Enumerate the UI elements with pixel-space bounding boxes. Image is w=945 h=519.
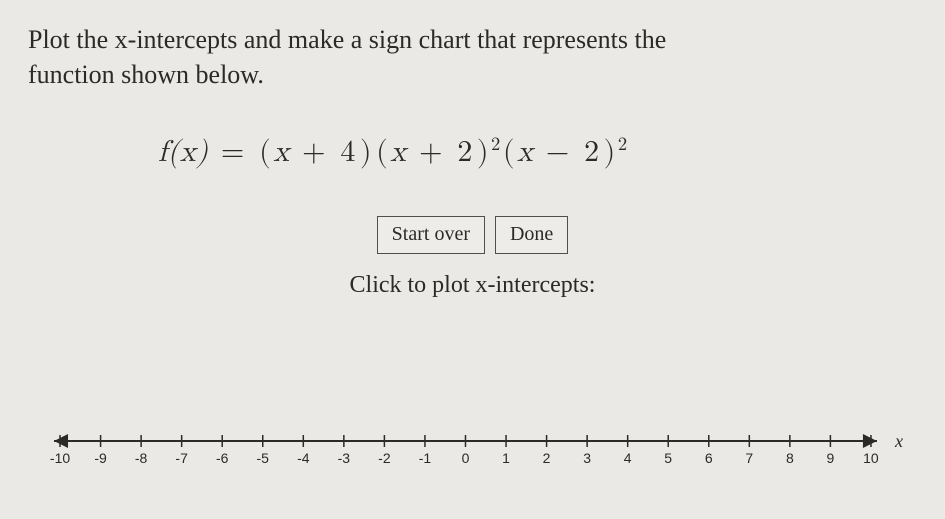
t2-op: + (407, 137, 456, 167)
controls-row: Start over Done (28, 216, 917, 254)
t1-op: + (290, 137, 339, 167)
t1-close: ) (358, 137, 374, 167)
t1-num: 4 (338, 137, 358, 167)
svg-text:9: 9 (827, 450, 835, 466)
done-button[interactable]: Done (495, 216, 568, 254)
prompt-line-1: Plot the x-intercepts and make a sign ch… (28, 25, 666, 54)
svg-text:2: 2 (543, 450, 551, 466)
t3-var: x (517, 137, 533, 167)
formula-eq: = (208, 137, 257, 167)
plot-instruction: Click to plot x-intercepts: (28, 272, 917, 299)
svg-text:4: 4 (624, 450, 632, 466)
t3-op: − (533, 137, 582, 167)
t3-open: ( (501, 137, 517, 167)
svg-text:5: 5 (664, 450, 672, 466)
t1-open: ( (257, 137, 273, 167)
t1-var: x (273, 137, 289, 167)
svg-text:-9: -9 (94, 450, 107, 466)
svg-text:0: 0 (462, 450, 470, 466)
svg-text:-7: -7 (175, 450, 188, 466)
problem-prompt: Plot the x-intercepts and make a sign ch… (28, 22, 917, 92)
t2-num: 2 (455, 137, 475, 167)
formula-lhs: f(x) (158, 137, 208, 167)
prompt-line-2: function shown below. (28, 60, 264, 89)
svg-text:-10: -10 (50, 450, 70, 466)
svg-text:-6: -6 (216, 450, 229, 466)
svg-text:-2: -2 (378, 450, 391, 466)
start-over-button[interactable]: Start over (377, 216, 485, 254)
svg-text:7: 7 (745, 450, 753, 466)
svg-text:6: 6 (705, 450, 713, 466)
svg-text:10: 10 (863, 450, 879, 466)
svg-text:8: 8 (786, 450, 794, 466)
svg-text:-4: -4 (297, 450, 310, 466)
svg-text:-5: -5 (257, 450, 270, 466)
svg-text:3: 3 (583, 450, 591, 466)
t3-exp: 2 (618, 135, 628, 154)
t2-exp: 2 (491, 135, 501, 154)
t2-close: ) (475, 137, 491, 167)
svg-text:1: 1 (502, 450, 510, 466)
t3-close: ) (602, 137, 618, 167)
number-line[interactable]: -10-9-8-7-6-5-4-3-2-1012345678910x (32, 421, 913, 481)
page-root: Plot the x-intercepts and make a sign ch… (0, 0, 945, 519)
function-formula: f(x) = (x + 4)(x + 2)2(x − 2)2 (28, 134, 917, 170)
svg-text:-1: -1 (419, 450, 432, 466)
svg-text:x: x (894, 431, 903, 451)
t2-var: x (390, 137, 406, 167)
t3-num: 2 (582, 137, 602, 167)
number-line-svg[interactable]: -10-9-8-7-6-5-4-3-2-1012345678910x (32, 421, 913, 481)
svg-text:-3: -3 (338, 450, 351, 466)
t2-open: ( (374, 137, 390, 167)
svg-text:-8: -8 (135, 450, 148, 466)
